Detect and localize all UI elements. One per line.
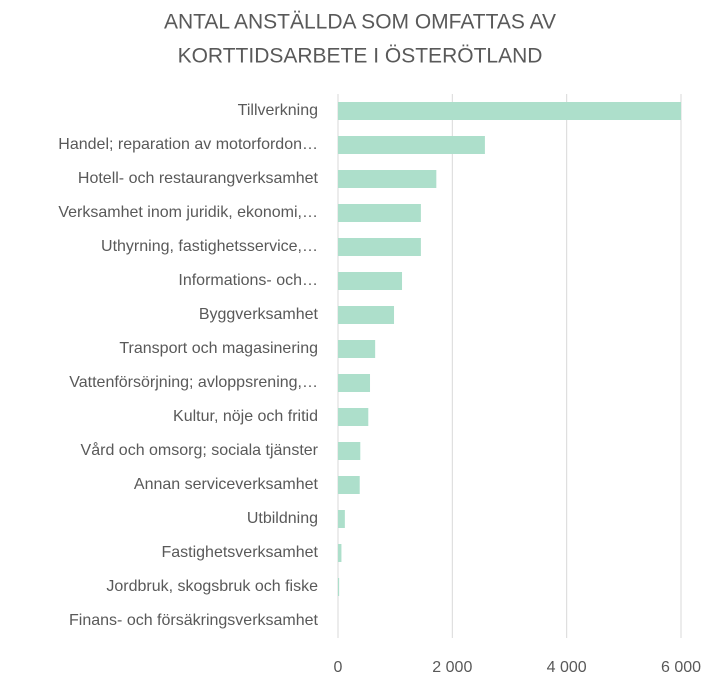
x-tick-label: 2 000 (432, 659, 472, 676)
y-tick-label: Annan serviceverksamhet (134, 476, 319, 493)
bar (338, 340, 376, 358)
x-tick-label: 6 000 (661, 659, 701, 676)
y-tick-label: Uthyrning, fastighetsservice,… (101, 238, 318, 255)
bar (338, 408, 369, 426)
y-tick-label: Vattenförsörjning; avloppsrening,… (69, 374, 318, 391)
bar (338, 170, 437, 188)
y-tick-label: Kultur, nöje och fritid (173, 408, 318, 425)
bar (338, 306, 395, 324)
y-tick-label: Tillverkning (238, 102, 318, 119)
bar (338, 544, 342, 562)
bar (338, 578, 340, 596)
bar (338, 374, 371, 392)
bar (338, 102, 681, 120)
y-tick-label: Handel; reparation av motorfordon… (58, 136, 318, 153)
bar (338, 476, 360, 494)
bar (338, 204, 421, 222)
y-tick-label: Vård och omsorg; sociala tjänster (81, 441, 319, 459)
bar (338, 442, 361, 460)
bar (338, 272, 403, 290)
bar (338, 238, 421, 256)
chart-title: KORTTIDSARBETE I ÖSTERÖTLAND (178, 45, 543, 68)
x-tick-label: 4 000 (547, 659, 587, 676)
bar (338, 510, 345, 528)
x-tick-label: 0 (334, 659, 343, 676)
y-tick-label: Hotell- och restaurangverksamhet (78, 170, 319, 187)
y-tick-label: Finans- och försäkringsverksamhet (69, 612, 319, 629)
bar (338, 136, 485, 154)
y-tick-label: Verksamhet inom juridik, ekonomi,… (58, 204, 318, 221)
y-tick-label: Jordbruk, skogsbruk och fiske (106, 578, 318, 595)
y-tick-label: Transport och magasinering (119, 340, 318, 357)
y-tick-label: Byggverksamhet (199, 306, 319, 323)
chart-title: ANTAL ANSTÄLLDA SOM OMFATTAS AV (164, 11, 556, 34)
y-tick-label: Fastighetsverksamhet (161, 544, 318, 561)
y-tick-label: Utbildning (247, 510, 318, 527)
y-tick-label: Informations- och… (178, 272, 318, 289)
